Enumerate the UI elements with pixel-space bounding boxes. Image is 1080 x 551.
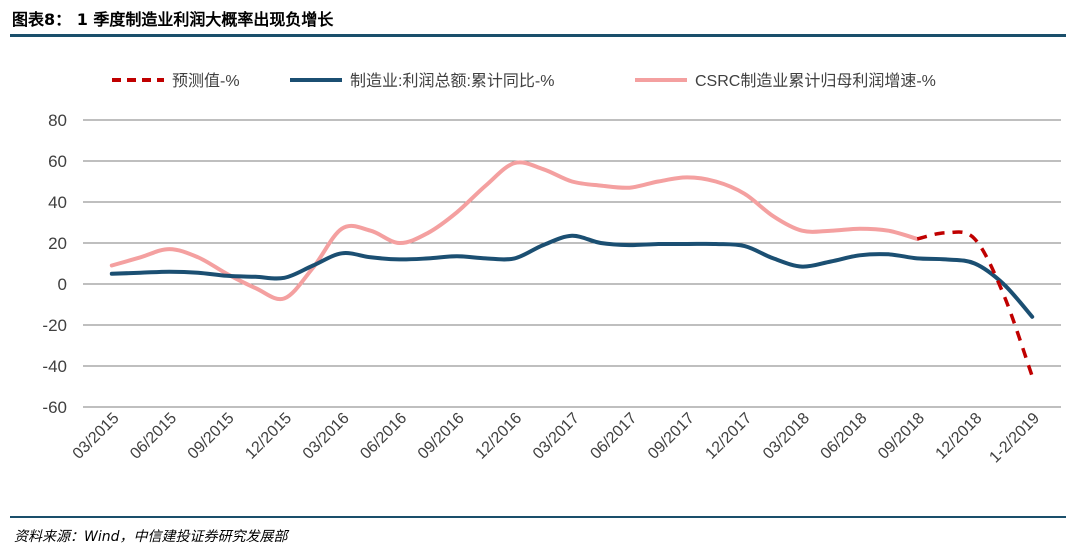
y-tick-label: -60 [42,398,67,417]
x-tick-label: 03/2015 [70,410,123,463]
x-tick-label: 12/2017 [702,410,755,463]
x-tick-label: 06/2016 [357,410,410,463]
legend-label: CSRC制造业累计归母利润增速-% [695,72,936,90]
top-divider [10,34,1066,37]
x-tick-label: 12/2015 [242,410,295,463]
manufacturing-profit-series-line [109,233,1035,319]
y-tick-label: 20 [48,234,67,253]
x-tick-label: 09/2016 [415,410,468,463]
x-tick-label: 06/2015 [127,410,180,463]
x-tick-label: 09/2015 [185,410,238,463]
y-tick-label: -20 [42,316,67,335]
x-axis: 03/2015 06/2015 09/2015 12/2015 03/2016 06/20… [70,410,1043,467]
y-tick-label: 40 [48,193,67,212]
x-tick-label: 06/2017 [587,410,640,463]
x-tick-label: 03/2016 [300,410,353,463]
series-lines [109,160,1035,377]
legend-label: 制造业:利润总额:累计同比-% [350,72,554,90]
source-note: 资料来源：Wind，中信建投证券研究发展部 [14,529,288,545]
y-tick-label: -40 [42,357,67,376]
y-tick-label: 60 [48,152,67,171]
x-tick-label: 1-2/2019 [986,410,1043,467]
x-tick-label: 06/2018 [818,410,871,463]
legend-label: 预测值-% [172,72,240,90]
x-tick-label: 12/2018 [933,410,986,463]
forecast-series-line [916,230,1034,377]
gridlines [83,119,1061,408]
csrc-profit-series-line [109,160,920,302]
y-tick-label: 0 [58,275,67,294]
chart-legend: 预测值-% 制造业:利润总额:累计同比-% CSRC制造业累计归母利润增速-% [112,72,936,90]
figure-title: 图表8： 1 季度制造业利润大概率出现负增长 [12,10,334,29]
x-tick-label: 12/2016 [472,410,525,463]
line-chart: 预测值-% 制造业:利润总额:累计同比-% CSRC制造业累计归母利润增速-% -6… [42,72,1061,467]
x-tick-label: 03/2017 [530,410,583,463]
y-axis: -60 -40 -20 0 20 40 60 80 [42,111,67,417]
y-tick-label: 80 [48,111,67,130]
x-tick-label: 09/2018 [875,410,928,463]
x-tick-label: 09/2017 [645,410,698,463]
x-tick-label: 03/2018 [760,410,813,463]
bottom-divider [10,516,1066,518]
